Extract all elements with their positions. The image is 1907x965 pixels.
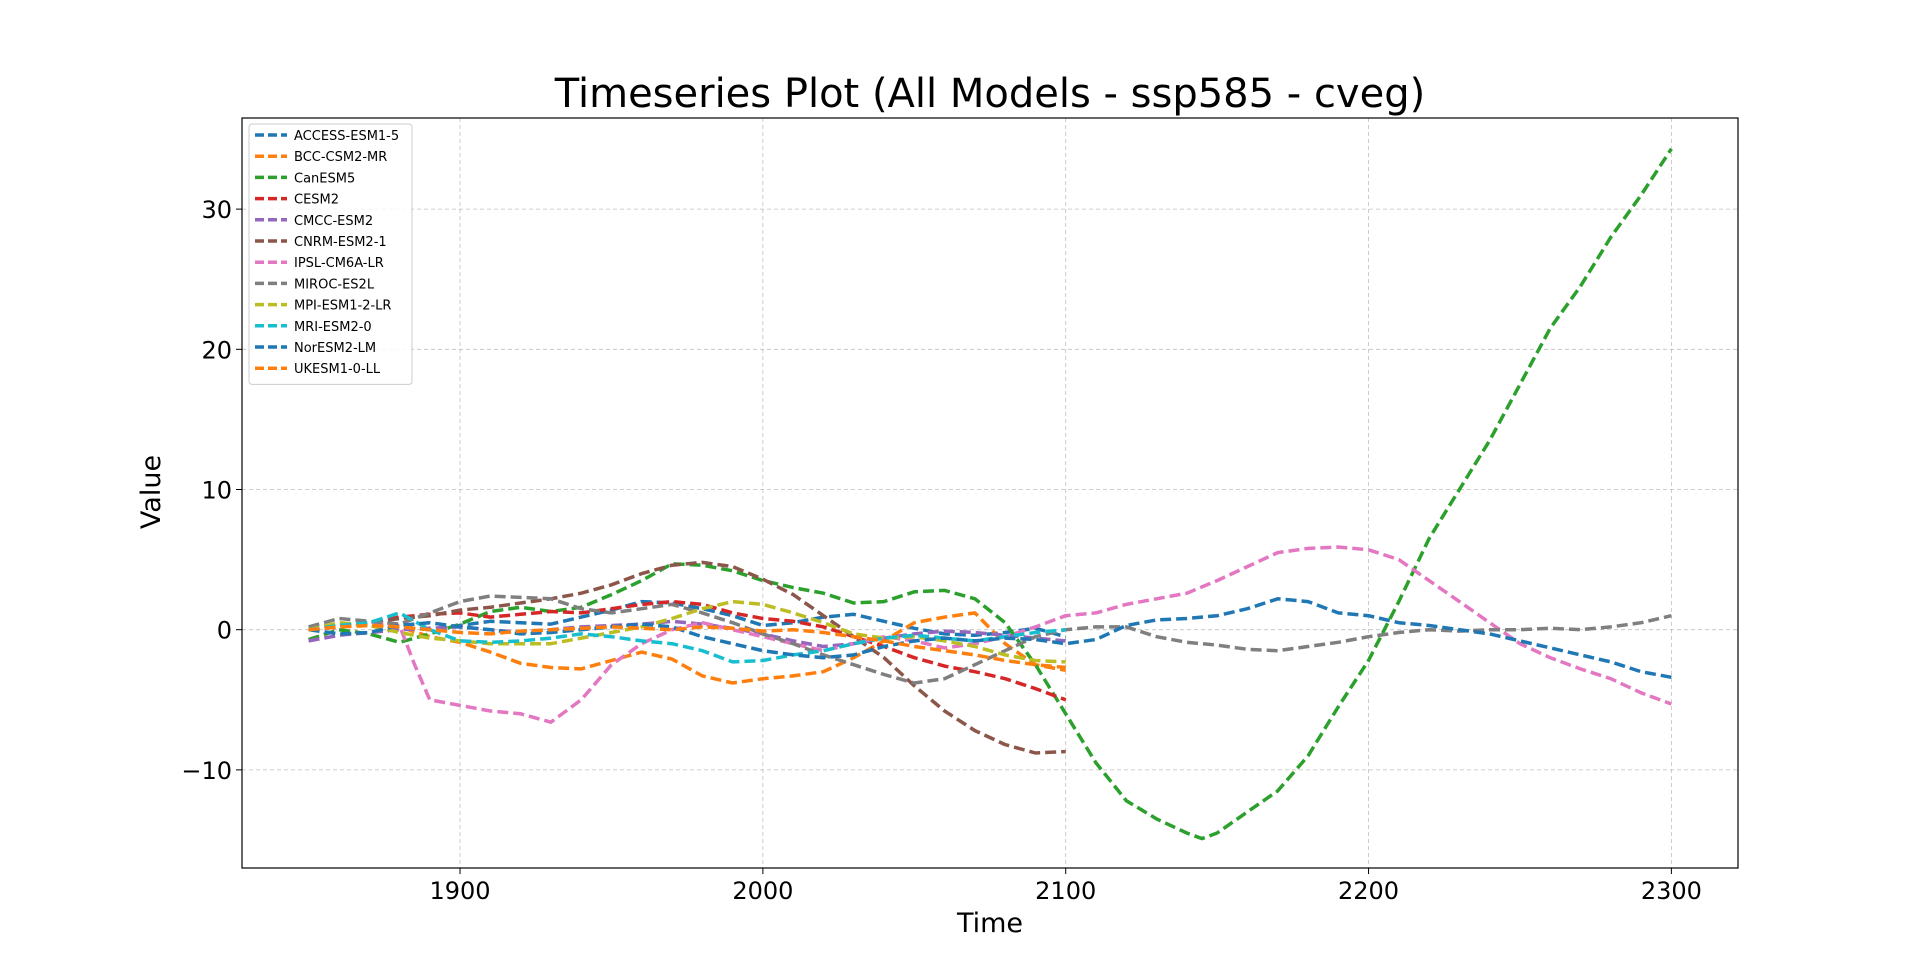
- series-line-mri-esm2-0: [308, 611, 1066, 664]
- series-line-ipsl-cm6a-lr: [308, 545, 1673, 724]
- grid: [242, 118, 1738, 868]
- series-line-cesm2: [308, 599, 1067, 702]
- series-line-miroc-es2l: [308, 594, 1672, 685]
- legend-label: BCC-CSM2-MR: [294, 150, 387, 165]
- legend-label: IPSL-CM6A-LR: [294, 256, 384, 271]
- series-line-mpi-esm1-2-lr: [308, 599, 1066, 664]
- y-tick-label: 20: [201, 336, 232, 364]
- series-line-ukesm1-0-ll: [308, 623, 1066, 670]
- x-tick-label: 2100: [1035, 877, 1096, 905]
- x-tick-label: 1900: [430, 877, 491, 905]
- legend-label: ACCESS-ESM1-5: [294, 129, 399, 144]
- legend: ACCESS-ESM1-5 BCC-CSM2-MR CanESM5 CESM2 CMCC…: [248, 123, 413, 385]
- x-tick-label: 2300: [1641, 877, 1702, 905]
- legend-label: UKESM1-0-LL: [294, 362, 381, 377]
- plot-frame: [241, 117, 1739, 869]
- series-line-access-esm1-5: [308, 599, 1067, 639]
- series-line-cnrm-esm2-1: [308, 560, 1066, 755]
- legend-box: [248, 123, 413, 385]
- legend-label: CNRM-ESM2-1: [294, 235, 387, 250]
- y-tick-label: 0: [217, 617, 232, 645]
- y-axis-title: Value: [136, 455, 167, 529]
- legend-label: CESM2: [294, 193, 339, 208]
- x-axis-ticks: 1900 2000 2100 2200 2300: [430, 868, 1702, 905]
- series-lines: [308, 147, 1673, 841]
- legend-label: MPI-ESM1-2-LR: [294, 299, 391, 314]
- x-tick-label: 2200: [1338, 877, 1399, 905]
- y-tick-label: 10: [201, 476, 232, 504]
- legend-label: MRI-ESM2-0: [294, 320, 372, 335]
- series-line-canesm5: [308, 147, 1673, 841]
- legend-label: CanESM5: [294, 171, 355, 186]
- series-line-noresm2-lm: [308, 597, 1672, 680]
- y-tick-label: 30: [201, 196, 232, 224]
- x-tick-label: 2000: [732, 877, 793, 905]
- y-axis-ticks: −10 0 10 20 30: [181, 196, 242, 785]
- chart-title: Timeseries Plot (All Models - ssp585 - c…: [554, 71, 1425, 117]
- y-tick-label: −10: [181, 757, 232, 785]
- legend-label: CMCC-ESM2: [294, 214, 373, 229]
- x-axis-title: Time: [956, 908, 1023, 939]
- legend-label: NorESM2-LM: [294, 341, 376, 356]
- legend-label: MIROC-ES2L: [294, 277, 375, 292]
